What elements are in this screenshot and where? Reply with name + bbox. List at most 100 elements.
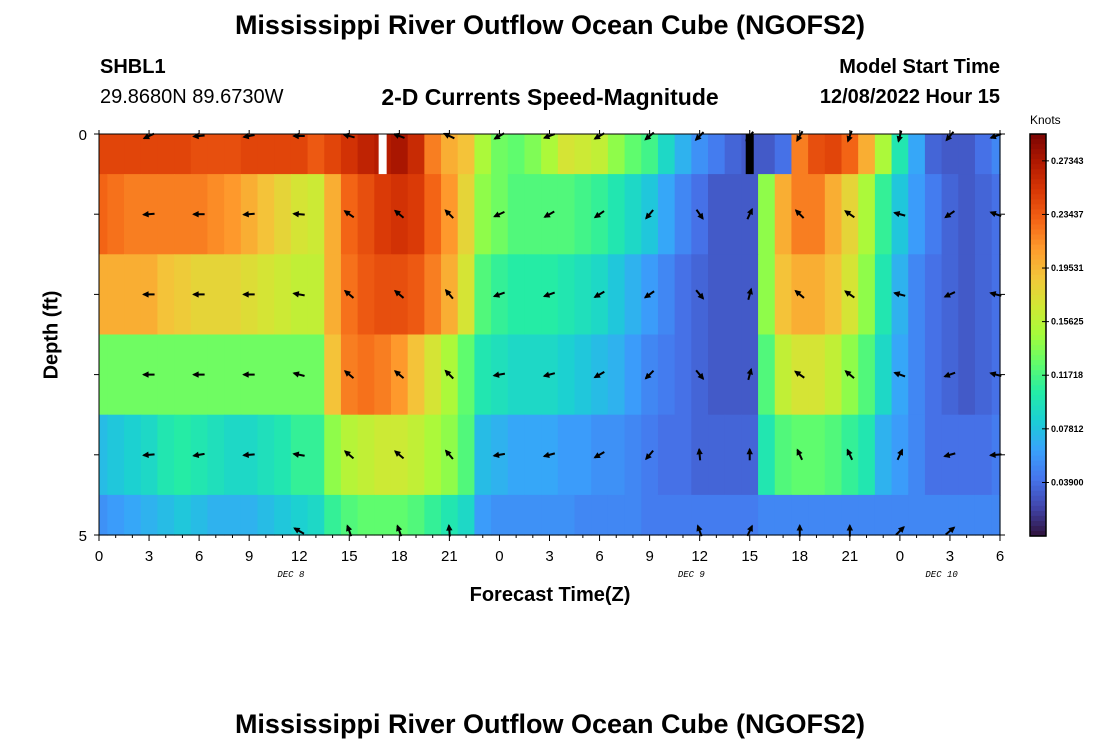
heatmap-cell: [841, 134, 859, 175]
current-vector-arrowhead: [846, 448, 853, 456]
heatmap-cell: [324, 174, 342, 255]
colorbar-segment: [1030, 400, 1046, 406]
colorbar-segment: [1030, 204, 1046, 210]
heatmap-cell: [224, 414, 242, 496]
colorbar-segment: [1030, 395, 1046, 401]
heatmap-cell: [708, 174, 726, 255]
current-vector-arrowhead: [346, 524, 353, 532]
heatmap-cell: [174, 254, 192, 336]
heatmap-cell: [374, 174, 392, 255]
current-vector-arrowhead: [746, 367, 753, 375]
colorbar-segment: [1030, 530, 1046, 537]
colorbar-segment: [1030, 144, 1046, 150]
x-tick-label: 6: [195, 548, 203, 565]
heatmap-cell: [474, 414, 492, 496]
missing-data-marker: [378, 134, 387, 175]
current-vector-arrowhead: [644, 372, 652, 380]
colorbar-segment: [1030, 159, 1046, 165]
heatmap-cell: [124, 174, 142, 255]
colorbar-segment: [1030, 520, 1046, 527]
heatmap-cell: [724, 134, 742, 175]
heatmap-cell: [574, 134, 592, 175]
colorbar-segment: [1030, 299, 1046, 306]
colorbar-segment: [1030, 164, 1046, 170]
heatmap-cell: [307, 254, 325, 336]
current-vector-arrowhead: [192, 371, 199, 378]
heatmap-cell: [991, 494, 1001, 536]
heatmap-cell: [474, 494, 492, 536]
colorbar-segment: [1030, 309, 1046, 316]
colorbar-segment: [1030, 319, 1046, 326]
current-vector-arrowhead: [393, 209, 402, 217]
heatmap-cell: [774, 494, 793, 536]
heatmap-cell: [674, 414, 692, 496]
colorbar-segment: [1030, 139, 1046, 145]
heatmap-cell: [808, 334, 826, 416]
heatmap-cell: [657, 494, 676, 536]
heatmap-cell: [441, 494, 459, 536]
heatmap-cell: [974, 494, 993, 536]
heatmap-cell: [591, 134, 609, 175]
heatmap-cell: [424, 174, 442, 255]
heatmap-cell: [891, 494, 909, 536]
current-vector-arrowhead: [694, 134, 702, 141]
heatmap-cell: [657, 254, 676, 336]
heatmap-cell: [524, 134, 542, 175]
heatmap-cell: [107, 334, 125, 416]
heatmap-cell: [324, 254, 342, 336]
colorbar-segment: [1030, 405, 1046, 411]
heatmap-cell: [174, 334, 192, 416]
heatmap-cell: [274, 334, 292, 416]
x-tick-label: 18: [391, 548, 408, 565]
heatmap-cell: [524, 334, 542, 416]
x-tick-label: 12: [691, 548, 708, 565]
heatmap-cell: [557, 494, 576, 536]
colorbar-segment: [1030, 450, 1046, 457]
heatmap-cell: [357, 174, 375, 255]
current-vector-arrowhead: [542, 133, 551, 140]
heatmap-cell: [174, 494, 192, 536]
heatmap-cell: [924, 134, 943, 175]
current-vector-arrowhead: [192, 451, 200, 459]
heatmap-cell: [274, 414, 292, 496]
colorbar-segment: [1030, 495, 1046, 502]
colorbar-segment: [1030, 274, 1046, 281]
heatmap-cell: [841, 494, 859, 536]
heatmap-chart: 0 3 6 9 12 15 18 21 0 3 6 9 12 15 18 21 0 3 6 DEC 8 DEC 9 DEC…: [79, 127, 1084, 580]
heatmap-cell: [657, 334, 676, 416]
heatmap-cell: [257, 254, 275, 336]
heatmap-cell: [274, 134, 292, 175]
heatmap-cell: [441, 134, 459, 175]
x-tick-label: 21: [841, 548, 858, 565]
current-vector-arrowhead: [242, 291, 249, 298]
heatmap-cell: [224, 494, 242, 536]
heatmap-cell: [524, 414, 542, 496]
current-vector-arrowhead: [446, 524, 453, 531]
current-vector-arrowhead: [142, 451, 149, 459]
heatmap-cell: [240, 494, 259, 536]
x-tick-label: 6: [595, 548, 603, 565]
heatmap-cell: [708, 254, 726, 336]
heatmap-cell: [257, 414, 275, 496]
heatmap-cell: [99, 334, 108, 416]
heatmap-cell: [507, 174, 526, 255]
colorbar-tick-label: 0.27343: [1051, 156, 1084, 166]
current-vector-arrowhead: [593, 452, 601, 459]
current-vector-arrowhead: [393, 370, 402, 377]
heatmap-cell: [424, 254, 442, 336]
heatmap-cell: [824, 254, 843, 336]
heatmap-cell: [824, 494, 843, 536]
heatmap-cell: [374, 414, 392, 496]
colorbar-segment: [1030, 179, 1046, 185]
heatmap-cell: [808, 174, 826, 255]
heatmap-cell: [624, 334, 642, 416]
heatmap-cell: [958, 134, 976, 175]
current-vector-arrowhead: [746, 447, 753, 455]
heatmap-cell: [641, 134, 659, 175]
heatmap-cell: [924, 494, 943, 536]
colorbar-tick-label: 0.19531: [1051, 263, 1084, 273]
heatmap-cell: [674, 174, 692, 255]
heatmap-cell: [724, 334, 742, 416]
x-tick-label: 3: [145, 548, 153, 565]
current-vector-arrowhead: [944, 211, 952, 219]
